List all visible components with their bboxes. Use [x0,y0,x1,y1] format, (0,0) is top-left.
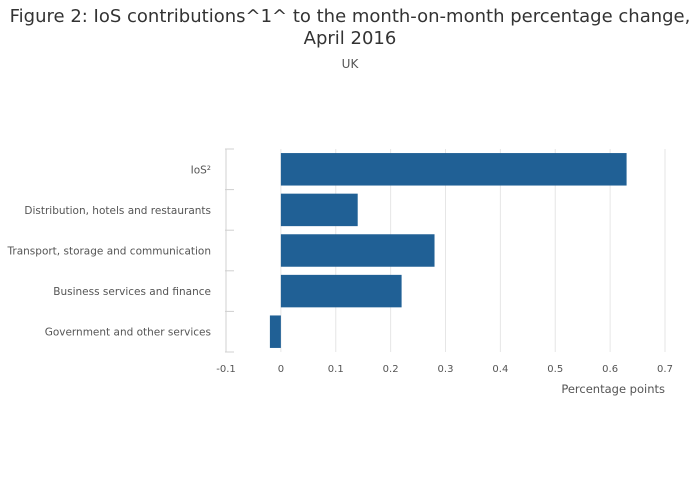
x-tick-label: 0.4 [492,364,508,375]
x-tick-label: 0 [278,364,284,375]
bar [280,153,627,186]
bar [280,193,358,227]
chart-subtitle: UK [341,57,359,71]
x-tick-label: 0.2 [383,364,399,375]
category-label: Distribution, hotels and restaurants [24,205,211,217]
chart-title: Figure 2: IoS contributions^1^ to the mo… [0,6,700,50]
y-axis: IoS² Distribution, hotels and restaurants… [7,148,234,353]
chart-title-line-2: April 2016 [303,28,397,49]
category-label: IoS² [191,164,211,176]
category-label: Business services and finance [53,286,211,298]
bar [269,315,281,348]
bar [280,274,402,308]
chart-title-line-1: Figure 2: IoS contributions^1^ to the mo… [9,6,691,27]
x-tick-label: 0.1 [328,364,344,375]
bar [280,234,435,267]
bars [269,153,627,348]
x-tick-label: 0.6 [602,364,618,375]
category-label: Government and other services [45,327,211,339]
category-label: Transport, storage and communication [7,246,211,258]
x-tick-label: 0.3 [438,364,454,375]
x-tick-label: -0.1 [216,364,236,375]
x-axis-title: Percentage points [561,382,665,396]
x-axis: -0.1 0 0.1 0.2 0.3 0.4 0.5 0.6 0.7 [216,364,673,375]
x-tick-label: 0.7 [657,364,673,375]
x-tick-label: 0.5 [547,364,563,375]
